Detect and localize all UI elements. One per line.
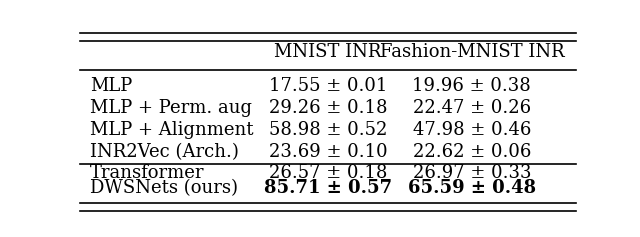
- Text: Transformer: Transformer: [90, 164, 204, 182]
- Text: 26.97 ± 0.33: 26.97 ± 0.33: [413, 164, 531, 182]
- Text: 22.62 ± 0.06: 22.62 ± 0.06: [413, 143, 531, 161]
- Text: MLP + Alignment: MLP + Alignment: [90, 121, 253, 139]
- Text: 17.55 ± 0.01: 17.55 ± 0.01: [269, 77, 387, 95]
- Text: Fashion-MNIST INR: Fashion-MNIST INR: [380, 43, 564, 61]
- Text: 26.57 ± 0.18: 26.57 ± 0.18: [269, 164, 387, 182]
- Text: 85.71 ± 0.57: 85.71 ± 0.57: [264, 179, 392, 197]
- Text: MLP: MLP: [90, 77, 132, 95]
- Text: MLP + Perm. aug: MLP + Perm. aug: [90, 99, 252, 117]
- Text: 19.96 ± 0.38: 19.96 ± 0.38: [412, 77, 531, 95]
- Text: 22.47 ± 0.26: 22.47 ± 0.26: [413, 99, 531, 117]
- Text: INR2Vec (Arch.): INR2Vec (Arch.): [90, 143, 239, 161]
- Text: MNIST INR: MNIST INR: [275, 43, 381, 61]
- Text: DWSNets (ours): DWSNets (ours): [90, 179, 238, 197]
- Text: 23.69 ± 0.10: 23.69 ± 0.10: [269, 143, 387, 161]
- Text: 65.59 ± 0.48: 65.59 ± 0.48: [408, 179, 536, 197]
- Text: 29.26 ± 0.18: 29.26 ± 0.18: [269, 99, 387, 117]
- Text: 47.98 ± 0.46: 47.98 ± 0.46: [413, 121, 531, 139]
- Text: 58.98 ± 0.52: 58.98 ± 0.52: [269, 121, 387, 139]
